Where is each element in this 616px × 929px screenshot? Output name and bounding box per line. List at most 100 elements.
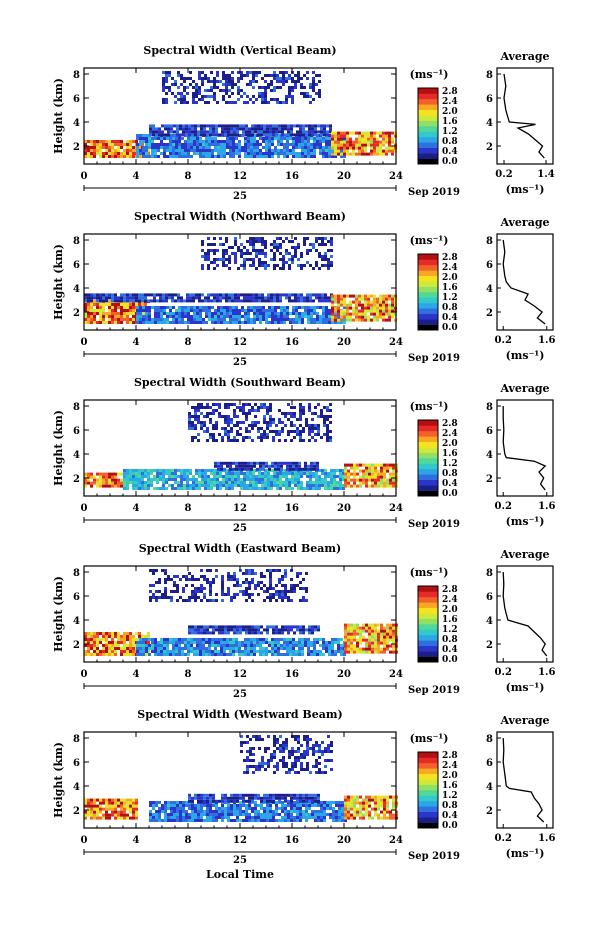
heatmap-cell: [227, 593, 230, 596]
heatmap-cell: [260, 433, 263, 436]
colorbar-swatch: [418, 607, 438, 614]
heatmap-cell: [99, 321, 102, 324]
heatmap-cell: [269, 406, 272, 409]
heatmap-cell: [163, 143, 166, 146]
heatmap-cell: [248, 572, 251, 575]
heatmap-cell: [132, 644, 135, 647]
heatmap-cell: [334, 294, 337, 298]
heatmap-cell: [87, 293, 90, 297]
heatmap-cell: [108, 813, 111, 817]
heatmap-cell: [191, 133, 194, 137]
heatmap-cell: [255, 475, 258, 478]
heatmap-cell: [87, 140, 90, 143]
heatmap-cell: [277, 140, 280, 143]
heatmap-cell: [374, 629, 377, 633]
heatmap-cell: [187, 152, 190, 155]
heatmap-cell: [331, 321, 334, 324]
heatmap-cell: [287, 596, 290, 599]
heatmap-cell: [102, 801, 105, 805]
heatmap-cell: [230, 133, 233, 137]
heatmap-cell: [172, 155, 175, 158]
heatmap-cell: [306, 71, 309, 74]
heatmap-cell: [225, 264, 228, 267]
heatmap-cell: [307, 137, 310, 140]
heatmap-cell: [304, 467, 307, 471]
heatmap-cell: [207, 249, 210, 252]
heatmap-cell: [379, 306, 382, 310]
heatmap-cell: [282, 472, 285, 475]
heatmap-cell: [340, 146, 343, 150]
heatmap-cell: [280, 644, 283, 647]
heatmap-cell: [210, 472, 213, 475]
heatmap-cell: [224, 415, 227, 418]
heatmap-cell: [185, 124, 188, 128]
heatmap-cell: [203, 424, 206, 427]
heatmap-cell: [87, 306, 90, 309]
x-tick-label: 4: [133, 171, 140, 182]
heatmap-cell: [228, 478, 231, 481]
heatmap-cell: [282, 101, 285, 104]
heatmap-cell: [111, 140, 114, 143]
heatmap-cell: [313, 464, 316, 468]
heatmap-cell: [190, 318, 193, 321]
heatmap-cell: [171, 299, 174, 303]
heatmap-cell: [232, 644, 235, 647]
heatmap-cell: [132, 318, 135, 321]
heatmap-cell: [245, 569, 248, 572]
heatmap-cell: [84, 146, 87, 149]
heatmap-cell: [208, 318, 211, 321]
heatmap-cell: [371, 472, 374, 476]
heatmap-cell: [222, 95, 225, 98]
heatmap-cell: [184, 638, 187, 641]
heatmap-cell: [296, 430, 299, 433]
heatmap-cell: [324, 258, 327, 261]
heatmap-cell: [261, 92, 264, 95]
heatmap-cell: [240, 481, 243, 484]
heatmap-cell: [189, 478, 192, 481]
colorbar-swatch: [418, 656, 438, 663]
heatmap-cell: [371, 629, 374, 633]
heatmap-cell: [307, 318, 310, 321]
heatmap-cell: [194, 409, 197, 412]
heatmap-cell: [250, 321, 253, 324]
heatmap-cell: [244, 140, 247, 143]
heatmap-cell: [262, 140, 265, 143]
x-tick-label: 4: [133, 503, 140, 514]
heatmap-cell: [248, 581, 251, 584]
heatmap-cell: [299, 403, 302, 406]
heatmap-cell: [145, 306, 148, 309]
heatmap-cell: [315, 92, 318, 95]
heatmap-cell: [385, 318, 388, 322]
heatmap-cell: [204, 89, 207, 92]
heatmap-cell: [160, 312, 163, 315]
heatmap-cell: [382, 318, 385, 322]
heatmap-cell: [347, 644, 350, 648]
heatmap-cell: [350, 463, 353, 467]
heatmap-cell: [262, 461, 265, 465]
heatmap-cell: [139, 321, 142, 324]
heatmap-cell: [240, 293, 243, 297]
heatmap-cell: [250, 638, 253, 641]
heatmap-cell: [285, 475, 288, 478]
heatmap-cell: [301, 467, 304, 471]
heatmap-cell: [192, 80, 195, 83]
heatmap-cell: [238, 653, 241, 656]
heatmap-cell: [251, 421, 254, 424]
heatmap-cell: [368, 635, 371, 639]
heatmap-cell: [126, 312, 129, 315]
heatmap-cell: [202, 647, 205, 650]
heatmap-cell: [174, 475, 177, 478]
heatmap-cell: [331, 650, 334, 653]
heatmap-cell: [126, 481, 129, 484]
heatmap-cell: [102, 155, 105, 158]
heatmap-cell: [383, 635, 386, 639]
heatmap-cell: [204, 77, 207, 80]
heatmap-cell: [168, 478, 171, 481]
heatmap-cell: [331, 140, 334, 144]
heatmap-cell: [207, 481, 210, 484]
heatmap-cell: [270, 475, 273, 478]
heatmap-cell: [277, 315, 280, 318]
heatmap-cell: [102, 481, 105, 485]
heatmap-cell: [209, 590, 212, 593]
heatmap-cell: [132, 309, 135, 312]
